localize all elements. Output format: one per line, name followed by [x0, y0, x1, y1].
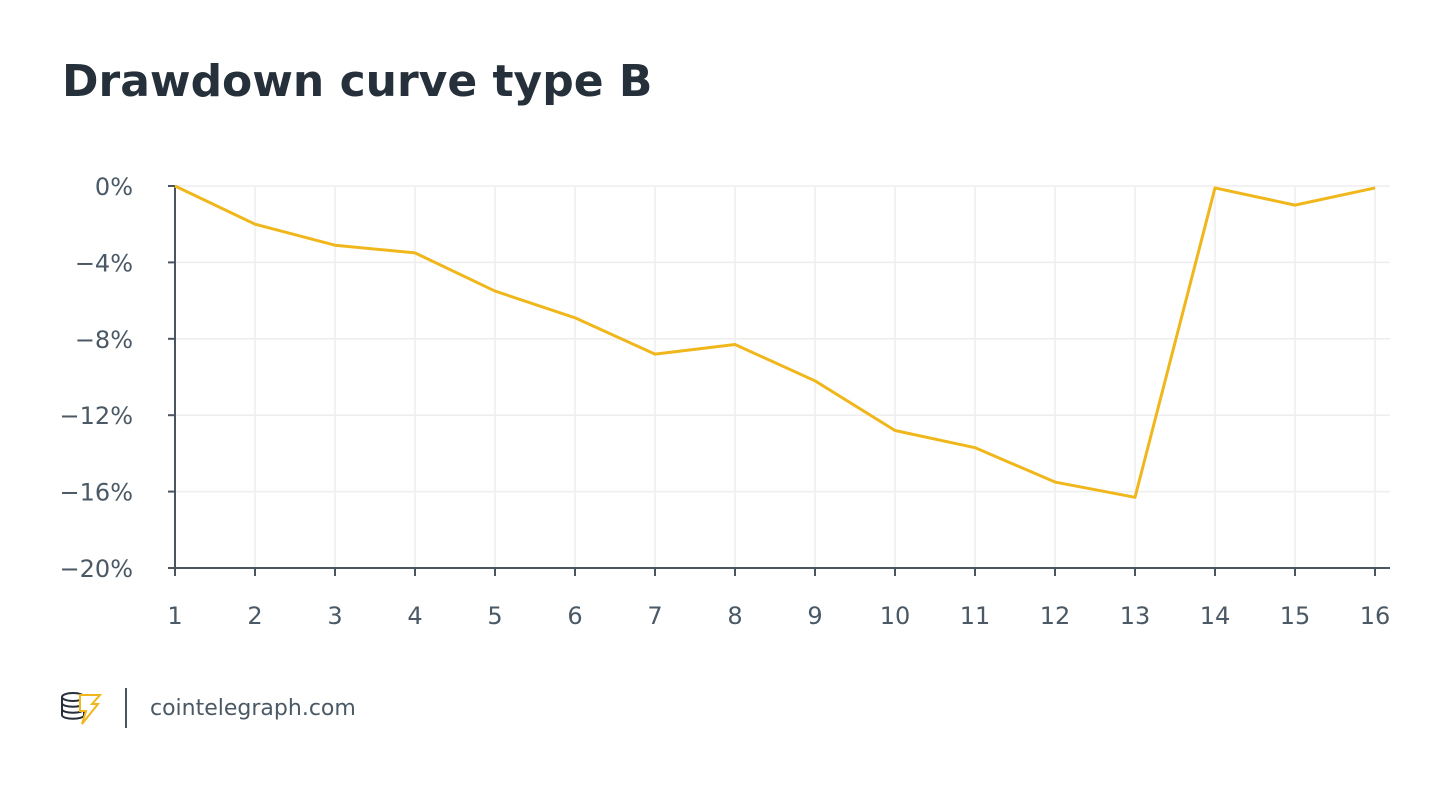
footer-text: cointelegraph.com	[150, 696, 356, 721]
y-tick-label: −20%	[60, 555, 133, 583]
y-tick-label: −12%	[60, 402, 133, 430]
x-tick-label: 2	[247, 602, 262, 630]
y-tick-label: −4%	[75, 249, 133, 277]
x-tick-label: 14	[1200, 602, 1231, 630]
x-tick-label: 3	[327, 602, 342, 630]
logo	[61, 692, 103, 725]
chart-title: Drawdown curve type B	[62, 56, 652, 107]
x-tick-label: 9	[807, 602, 822, 630]
x-tick-label: 15	[1280, 602, 1311, 630]
data-line	[174, 184, 1376, 499]
x-tick-label: 7	[647, 602, 662, 630]
x-tick-label: 8	[727, 602, 742, 630]
x-tick-label: 5	[487, 602, 502, 630]
x-tick-label: 16	[1360, 602, 1391, 630]
x-tick-label: 12	[1040, 602, 1071, 630]
x-tick-label: 10	[880, 602, 911, 630]
y-tick-label: −8%	[75, 326, 133, 354]
x-tick-label: 11	[960, 602, 991, 630]
x-tick-label: 4	[407, 602, 422, 630]
x-tick-label: 13	[1120, 602, 1151, 630]
x-tick-label: 1	[167, 602, 182, 630]
y-tick-label: 0%	[95, 173, 133, 201]
y-tick-label: −16%	[60, 479, 133, 507]
x-tick-label: 6	[567, 602, 582, 630]
grid	[174, 185, 1390, 569]
